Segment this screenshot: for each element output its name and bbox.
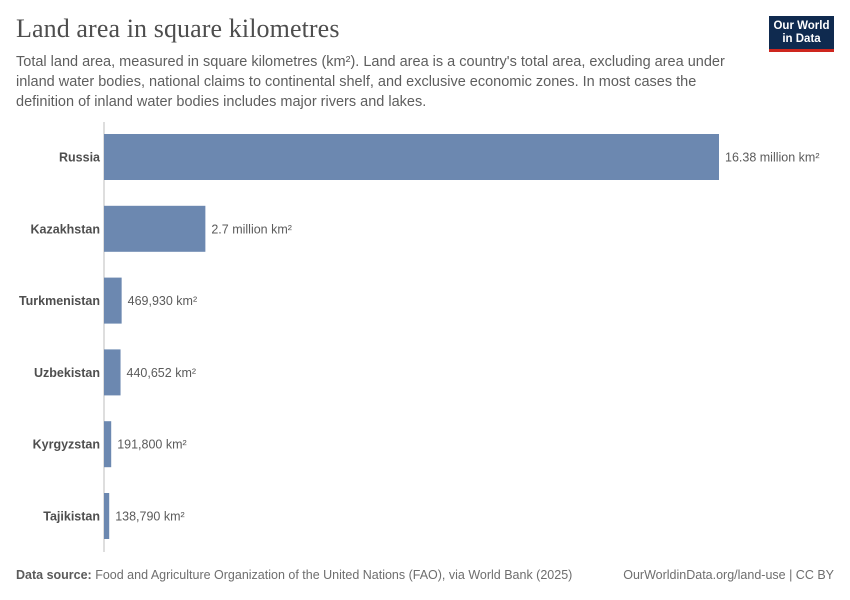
source-url-link[interactable]: OurWorldinData.org/land-use | CC BY <box>623 568 834 582</box>
chart-subtitle: Total land area, measured in square kilo… <box>16 54 725 110</box>
bar-uzbekistan[interactable] <box>104 349 121 396</box>
logo-line-2: in Data <box>782 32 821 45</box>
value-label-russia: 16.38 million km² <box>725 151 819 165</box>
data-source-label: Data source: <box>16 568 92 582</box>
value-label-turkmenistan: 469,930 km² <box>128 294 197 308</box>
value-label-kazakhstan: 2.7 million km² <box>211 222 292 236</box>
category-label-kazakhstan: Kazakhstan <box>31 222 100 236</box>
value-label-tajikistan: 138,790 km² <box>115 510 184 524</box>
owid-logo[interactable]: Our World in Data <box>769 16 834 52</box>
value-label-kyrgyzstan: 191,800 km² <box>117 438 186 452</box>
bar-tajikistan[interactable] <box>104 493 110 539</box>
bar-turkmenistan[interactable] <box>104 277 122 324</box>
data-source-text: Food and Agriculture Organization of the… <box>95 568 573 582</box>
category-label-uzbekistan: Uzbekistan <box>34 366 100 380</box>
data-source: Data source: Food and Agriculture Organi… <box>16 568 572 582</box>
bar-kazakhstan[interactable] <box>104 205 206 252</box>
value-label-uzbekistan: 440,652 km² <box>127 366 196 380</box>
chart-title: Land area in square kilometres <box>16 14 340 43</box>
category-label-turkmenistan: Turkmenistan <box>19 294 100 308</box>
footer: Data source: Food and Agriculture Organi… <box>16 568 834 582</box>
bar-russia[interactable] <box>104 134 719 180</box>
category-label-kyrgyzstan: Kyrgyzstan <box>33 438 100 452</box>
category-label-tajikistan: Tajikistan <box>43 510 100 524</box>
bar-kyrgyzstan[interactable] <box>104 421 112 468</box>
category-label-russia: Russia <box>59 151 101 165</box>
logo-line-1: Our World <box>773 19 830 32</box>
